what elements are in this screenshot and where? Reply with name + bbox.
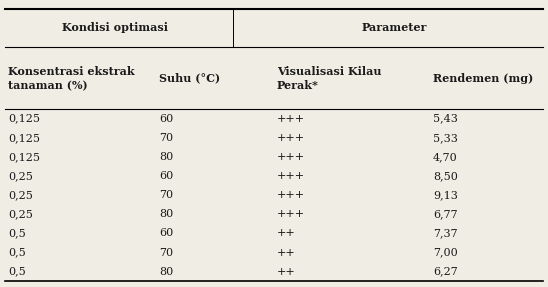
Text: 6,77: 6,77 bbox=[433, 209, 458, 219]
Text: 8,50: 8,50 bbox=[433, 171, 458, 181]
Text: 0,125: 0,125 bbox=[8, 152, 40, 162]
Text: Parameter: Parameter bbox=[362, 22, 427, 34]
Text: 0,125: 0,125 bbox=[8, 133, 40, 143]
Text: 6,27: 6,27 bbox=[433, 267, 458, 277]
Text: +++: +++ bbox=[277, 190, 305, 200]
Text: 0,25: 0,25 bbox=[8, 190, 33, 200]
Text: 60: 60 bbox=[159, 114, 173, 124]
Text: +++: +++ bbox=[277, 152, 305, 162]
Text: +++: +++ bbox=[277, 209, 305, 219]
Text: ++: ++ bbox=[277, 248, 295, 257]
Text: 80: 80 bbox=[159, 152, 173, 162]
Text: 0,5: 0,5 bbox=[8, 248, 26, 257]
Text: 70: 70 bbox=[159, 248, 173, 257]
Text: 0,5: 0,5 bbox=[8, 228, 26, 238]
Text: 80: 80 bbox=[159, 267, 173, 277]
Text: 0,125: 0,125 bbox=[8, 114, 40, 124]
Text: 70: 70 bbox=[159, 133, 173, 143]
Text: 5,33: 5,33 bbox=[433, 133, 458, 143]
Text: +++: +++ bbox=[277, 171, 305, 181]
Text: 5,43: 5,43 bbox=[433, 114, 458, 124]
Text: Visualisasi Kilau
Perak*: Visualisasi Kilau Perak* bbox=[277, 66, 381, 91]
Text: 9,13: 9,13 bbox=[433, 190, 458, 200]
Text: 0,5: 0,5 bbox=[8, 267, 26, 277]
Text: ++: ++ bbox=[277, 267, 295, 277]
Text: Konsentrasi ekstrak
tanaman (%): Konsentrasi ekstrak tanaman (%) bbox=[8, 66, 135, 91]
Text: +++: +++ bbox=[277, 114, 305, 124]
Text: +++: +++ bbox=[277, 133, 305, 143]
Text: 7,00: 7,00 bbox=[433, 248, 458, 257]
Text: 7,37: 7,37 bbox=[433, 228, 458, 238]
Text: 60: 60 bbox=[159, 228, 173, 238]
Text: Kondisi optimasi: Kondisi optimasi bbox=[62, 22, 168, 34]
Text: 0,25: 0,25 bbox=[8, 209, 33, 219]
Text: 4,70: 4,70 bbox=[433, 152, 458, 162]
Text: Rendemen (mg): Rendemen (mg) bbox=[433, 73, 533, 84]
Text: 70: 70 bbox=[159, 190, 173, 200]
Text: Suhu (°C): Suhu (°C) bbox=[159, 73, 220, 84]
Text: ++: ++ bbox=[277, 228, 295, 238]
Text: 60: 60 bbox=[159, 171, 173, 181]
Text: 0,25: 0,25 bbox=[8, 171, 33, 181]
Text: 80: 80 bbox=[159, 209, 173, 219]
